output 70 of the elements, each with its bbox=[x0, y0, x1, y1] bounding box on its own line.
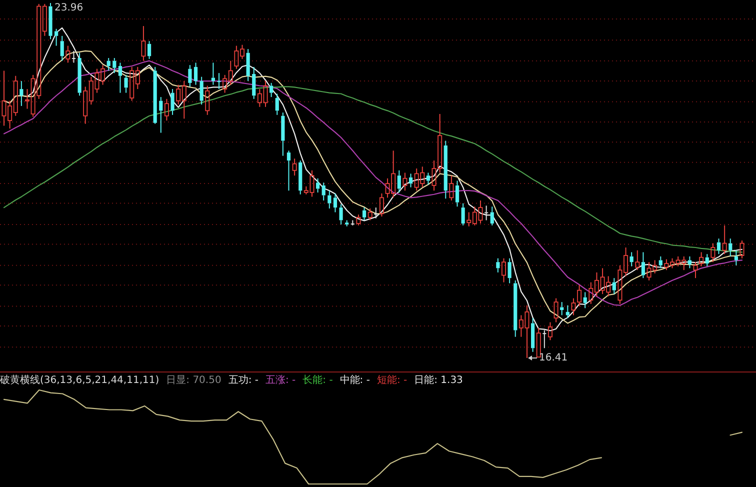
candlestick bbox=[345, 220, 349, 227]
candlestick bbox=[200, 76, 204, 106]
candlestick bbox=[170, 88, 174, 116]
candlestick bbox=[333, 192, 338, 213]
candlestick bbox=[542, 330, 546, 349]
candlestick bbox=[118, 62, 122, 94]
candlestick bbox=[658, 256, 662, 269]
candlestick bbox=[583, 292, 587, 309]
candlestick bbox=[699, 252, 704, 267]
candlestick bbox=[316, 178, 320, 193]
candlestick bbox=[705, 254, 709, 267]
candlestick bbox=[188, 64, 192, 88]
candlestick bbox=[141, 26, 146, 62]
candlestick bbox=[322, 182, 326, 201]
candlestick bbox=[328, 190, 332, 209]
candlestick bbox=[612, 278, 616, 295]
candlestick bbox=[397, 170, 401, 193]
candlestick bbox=[298, 160, 302, 195]
candlestick bbox=[106, 58, 110, 72]
candlestick bbox=[514, 280, 518, 338]
candlestick bbox=[252, 66, 256, 100]
candlestick bbox=[217, 72, 221, 90]
candlestick bbox=[630, 252, 634, 267]
text: 长能: - bbox=[302, 374, 334, 386]
text: 短能: - bbox=[376, 374, 408, 386]
candlestick bbox=[20, 80, 24, 106]
candlestick bbox=[147, 40, 152, 60]
candlestick bbox=[426, 172, 430, 185]
text: 五涨: - bbox=[265, 374, 296, 386]
candlestick bbox=[508, 258, 512, 284]
annotation: 23.96 bbox=[54, 2, 84, 14]
candlestick bbox=[78, 52, 82, 96]
candlestick bbox=[560, 302, 564, 316]
candlestick bbox=[577, 284, 582, 307]
candlestick bbox=[159, 96, 163, 134]
candlestick bbox=[688, 256, 692, 269]
candlestick bbox=[444, 140, 448, 200]
candlestick bbox=[362, 207, 366, 221]
candlestick bbox=[124, 74, 128, 94]
candlestick bbox=[461, 202, 465, 226]
text: 日能: 1.33 bbox=[414, 374, 463, 386]
candlestick bbox=[270, 82, 274, 98]
candlestick bbox=[734, 250, 738, 266]
candlestick bbox=[740, 240, 744, 259]
candlestick bbox=[246, 48, 250, 82]
candlestick bbox=[496, 258, 500, 273]
candlestick bbox=[275, 93, 279, 116]
text: 五功: - bbox=[228, 374, 259, 386]
candlestick bbox=[408, 173, 413, 188]
candlestick bbox=[281, 112, 285, 156]
candlestick bbox=[531, 318, 535, 352]
candlestick bbox=[455, 180, 460, 208]
candlestick bbox=[60, 35, 64, 62]
candlestick bbox=[490, 206, 494, 226]
candlestick bbox=[635, 250, 640, 271]
candlestick bbox=[641, 252, 646, 279]
text: 破黄横线(36,13,6,5,21,44,11,11) bbox=[0, 374, 160, 386]
candlestick bbox=[728, 238, 732, 257]
candlestick bbox=[693, 262, 698, 279]
text: 日显: 70.50 bbox=[166, 375, 222, 386]
candlestick bbox=[194, 62, 198, 86]
candlestick bbox=[339, 204, 343, 225]
candlestick bbox=[48, 2, 52, 40]
candlestick bbox=[286, 150, 291, 192]
text: 中能: - bbox=[340, 374, 370, 386]
candlestick bbox=[112, 58, 116, 74]
candlestick bbox=[153, 66, 157, 124]
candlestick bbox=[449, 175, 454, 201]
annotation: 16.41 bbox=[538, 352, 568, 364]
candlestick bbox=[716, 238, 721, 255]
